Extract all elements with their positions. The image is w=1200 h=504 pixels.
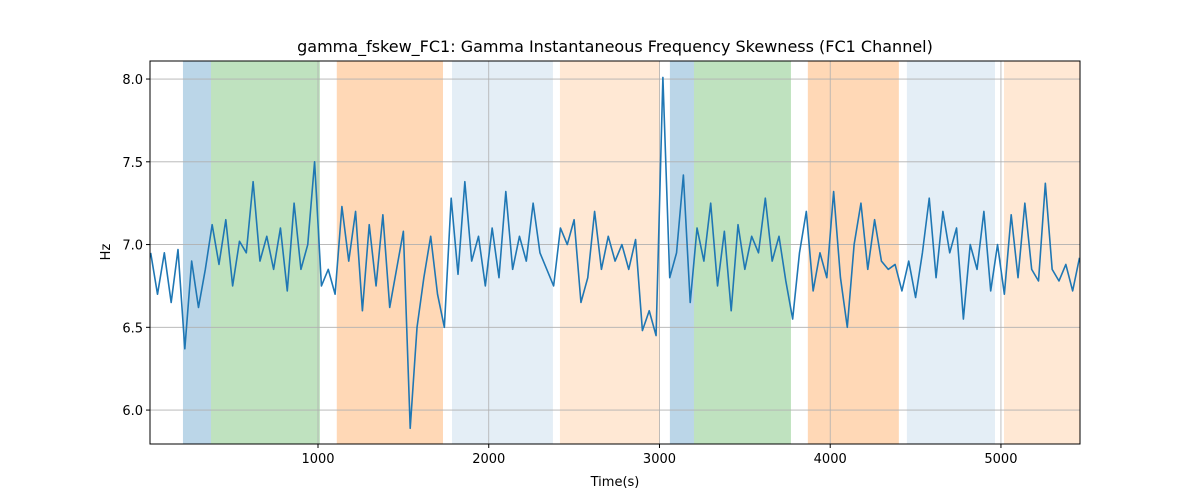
x-axis-label: Time(s) — [590, 475, 640, 490]
chart-title: gamma_fskew_FC1: Gamma Instantaneous Fre… — [297, 37, 933, 57]
x-tick-label: 2000 — [472, 452, 505, 467]
y-tick-label: 8.0 — [122, 73, 143, 88]
shaded-span — [452, 61, 553, 444]
y-tick-label: 7.0 — [122, 239, 143, 254]
y-tick-label: 7.5 — [122, 156, 143, 171]
x-tick-label: 4000 — [814, 452, 847, 467]
shaded-span — [669, 61, 694, 444]
x-tick-label: 5000 — [984, 452, 1017, 467]
shaded-span — [1004, 61, 1080, 444]
x-tick-label: 3000 — [643, 452, 676, 467]
y-tick-label: 6.0 — [122, 404, 143, 419]
shaded-span — [906, 61, 995, 444]
x-tick-label: 1000 — [301, 452, 334, 467]
shaded-span — [336, 61, 443, 444]
shaded-span — [559, 61, 660, 444]
shaded-span — [182, 61, 211, 444]
shaded-span — [210, 61, 320, 444]
data-line — [150, 76, 1080, 430]
y-axis-label: Hz — [99, 244, 114, 261]
y-tick-label: 6.5 — [122, 321, 143, 336]
plot-frame — [149, 60, 1081, 445]
